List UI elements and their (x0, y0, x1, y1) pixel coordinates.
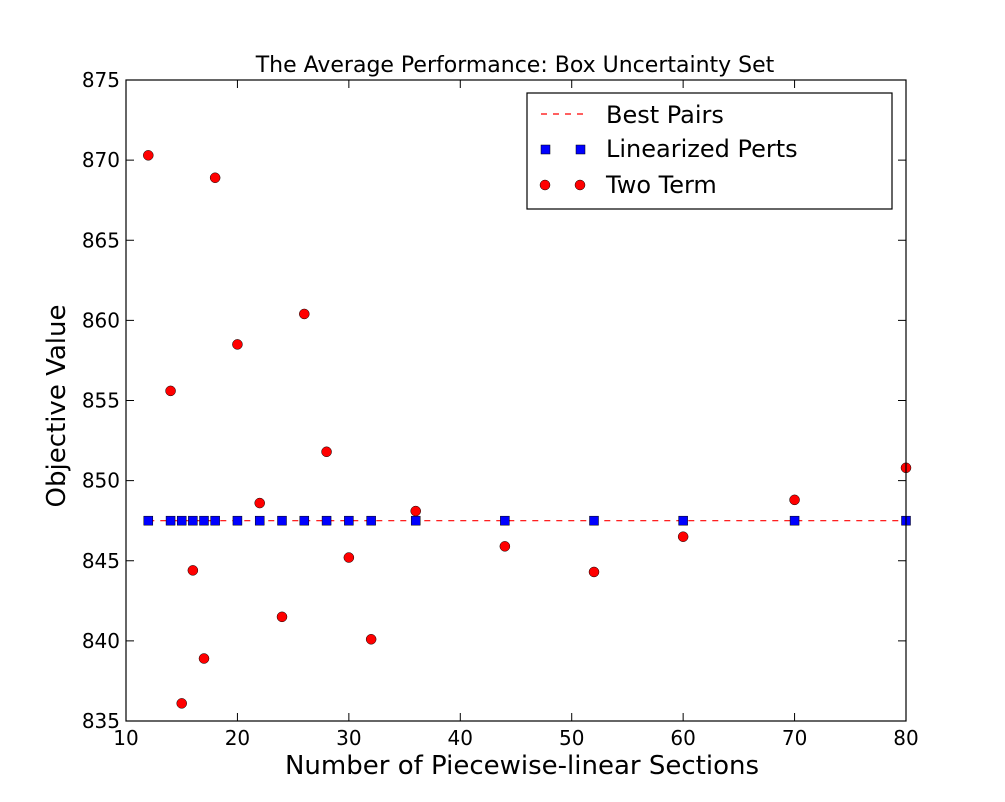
x-axis-label: Number of Piecewise-linear Sections (285, 751, 759, 781)
legend-marker-two-term (574, 179, 586, 191)
two-term-point (588, 566, 600, 578)
x-tick-label: 20 (225, 726, 250, 750)
linearized-perts-point (789, 515, 800, 526)
two-term-point (209, 172, 221, 184)
y-tick-label: 850 (82, 469, 120, 493)
x-tick-label: 70 (782, 726, 807, 750)
legend-marker-linearized-perts (575, 144, 586, 155)
y-tick-label: 875 (82, 68, 120, 92)
linearized-perts-point (366, 515, 376, 526)
linearized-perts-point (188, 515, 198, 526)
x-tick-label: 30 (336, 726, 361, 750)
two-term-point (254, 497, 265, 509)
tick-layer: 10 20 30 40 50 60 70 80 835 840 845 850 855 860 865 870… (82, 68, 919, 750)
two-term-point (365, 634, 377, 645)
two-term-point (789, 494, 800, 506)
two-term-point (143, 150, 154, 161)
y-tick-label: 865 (82, 228, 120, 252)
linearized-perts-point (165, 515, 176, 526)
legend-label-linearized-perts: Linearized Perts (606, 135, 798, 163)
two-term-point (232, 339, 243, 350)
linearized-perts-point (176, 515, 187, 526)
x-tick-label: 80 (893, 726, 918, 750)
two-term-point (299, 308, 310, 320)
x-tick-label: 40 (448, 726, 473, 750)
x-tick-label: 10 (113, 726, 138, 750)
legend: Best Pairs Linearized Perts Two Term (526, 92, 893, 210)
plot-frame (125, 79, 907, 722)
linearized-perts-point (321, 515, 332, 526)
y-tick-label: 860 (82, 308, 120, 332)
linearized-perts-point (589, 515, 599, 526)
x-tick-label: 60 (670, 726, 695, 750)
y-tick-label: 835 (82, 709, 120, 733)
linearized-perts-point (344, 515, 354, 526)
two-term-point (410, 505, 421, 517)
chart-title: The Average Performance: Box Uncertainty… (255, 53, 775, 78)
y-tick-label: 840 (82, 629, 120, 653)
two-term-point (165, 385, 176, 397)
y-tick-label: 845 (82, 549, 120, 573)
linearized-perts-point (210, 515, 220, 526)
two-term-point (187, 565, 199, 576)
linearized-perts-point (299, 515, 310, 526)
two-term-point (343, 552, 355, 563)
legend-marker-two-term (539, 179, 551, 191)
linearized-perts-point (500, 515, 510, 526)
linearized-perts-point (232, 515, 243, 526)
two-term-point (321, 446, 332, 458)
two-term-point (677, 531, 689, 542)
x-tick-label: 50 (559, 726, 584, 750)
two-term-point (198, 653, 210, 664)
linearized-perts-point (143, 515, 154, 526)
two-term-point (176, 698, 187, 709)
marker-layer (143, 150, 912, 709)
y-tick-label: 855 (82, 389, 120, 413)
linearized-perts-point (199, 515, 209, 526)
legend-box (526, 92, 893, 210)
two-term-point (499, 541, 511, 552)
linearized-perts-point (254, 515, 265, 526)
legend-label-two-term: Two Term (605, 171, 717, 199)
legend-marker-linearized-perts (540, 144, 551, 155)
linearized-perts-point (277, 515, 287, 526)
two-term-point (276, 611, 288, 623)
y-axis-label: Objective Value (42, 305, 72, 508)
y-tick-label: 870 (82, 148, 120, 172)
linearized-perts-point (678, 515, 688, 526)
linearized-perts-point (410, 515, 421, 526)
legend-label-best-pairs: Best Pairs (606, 101, 724, 129)
